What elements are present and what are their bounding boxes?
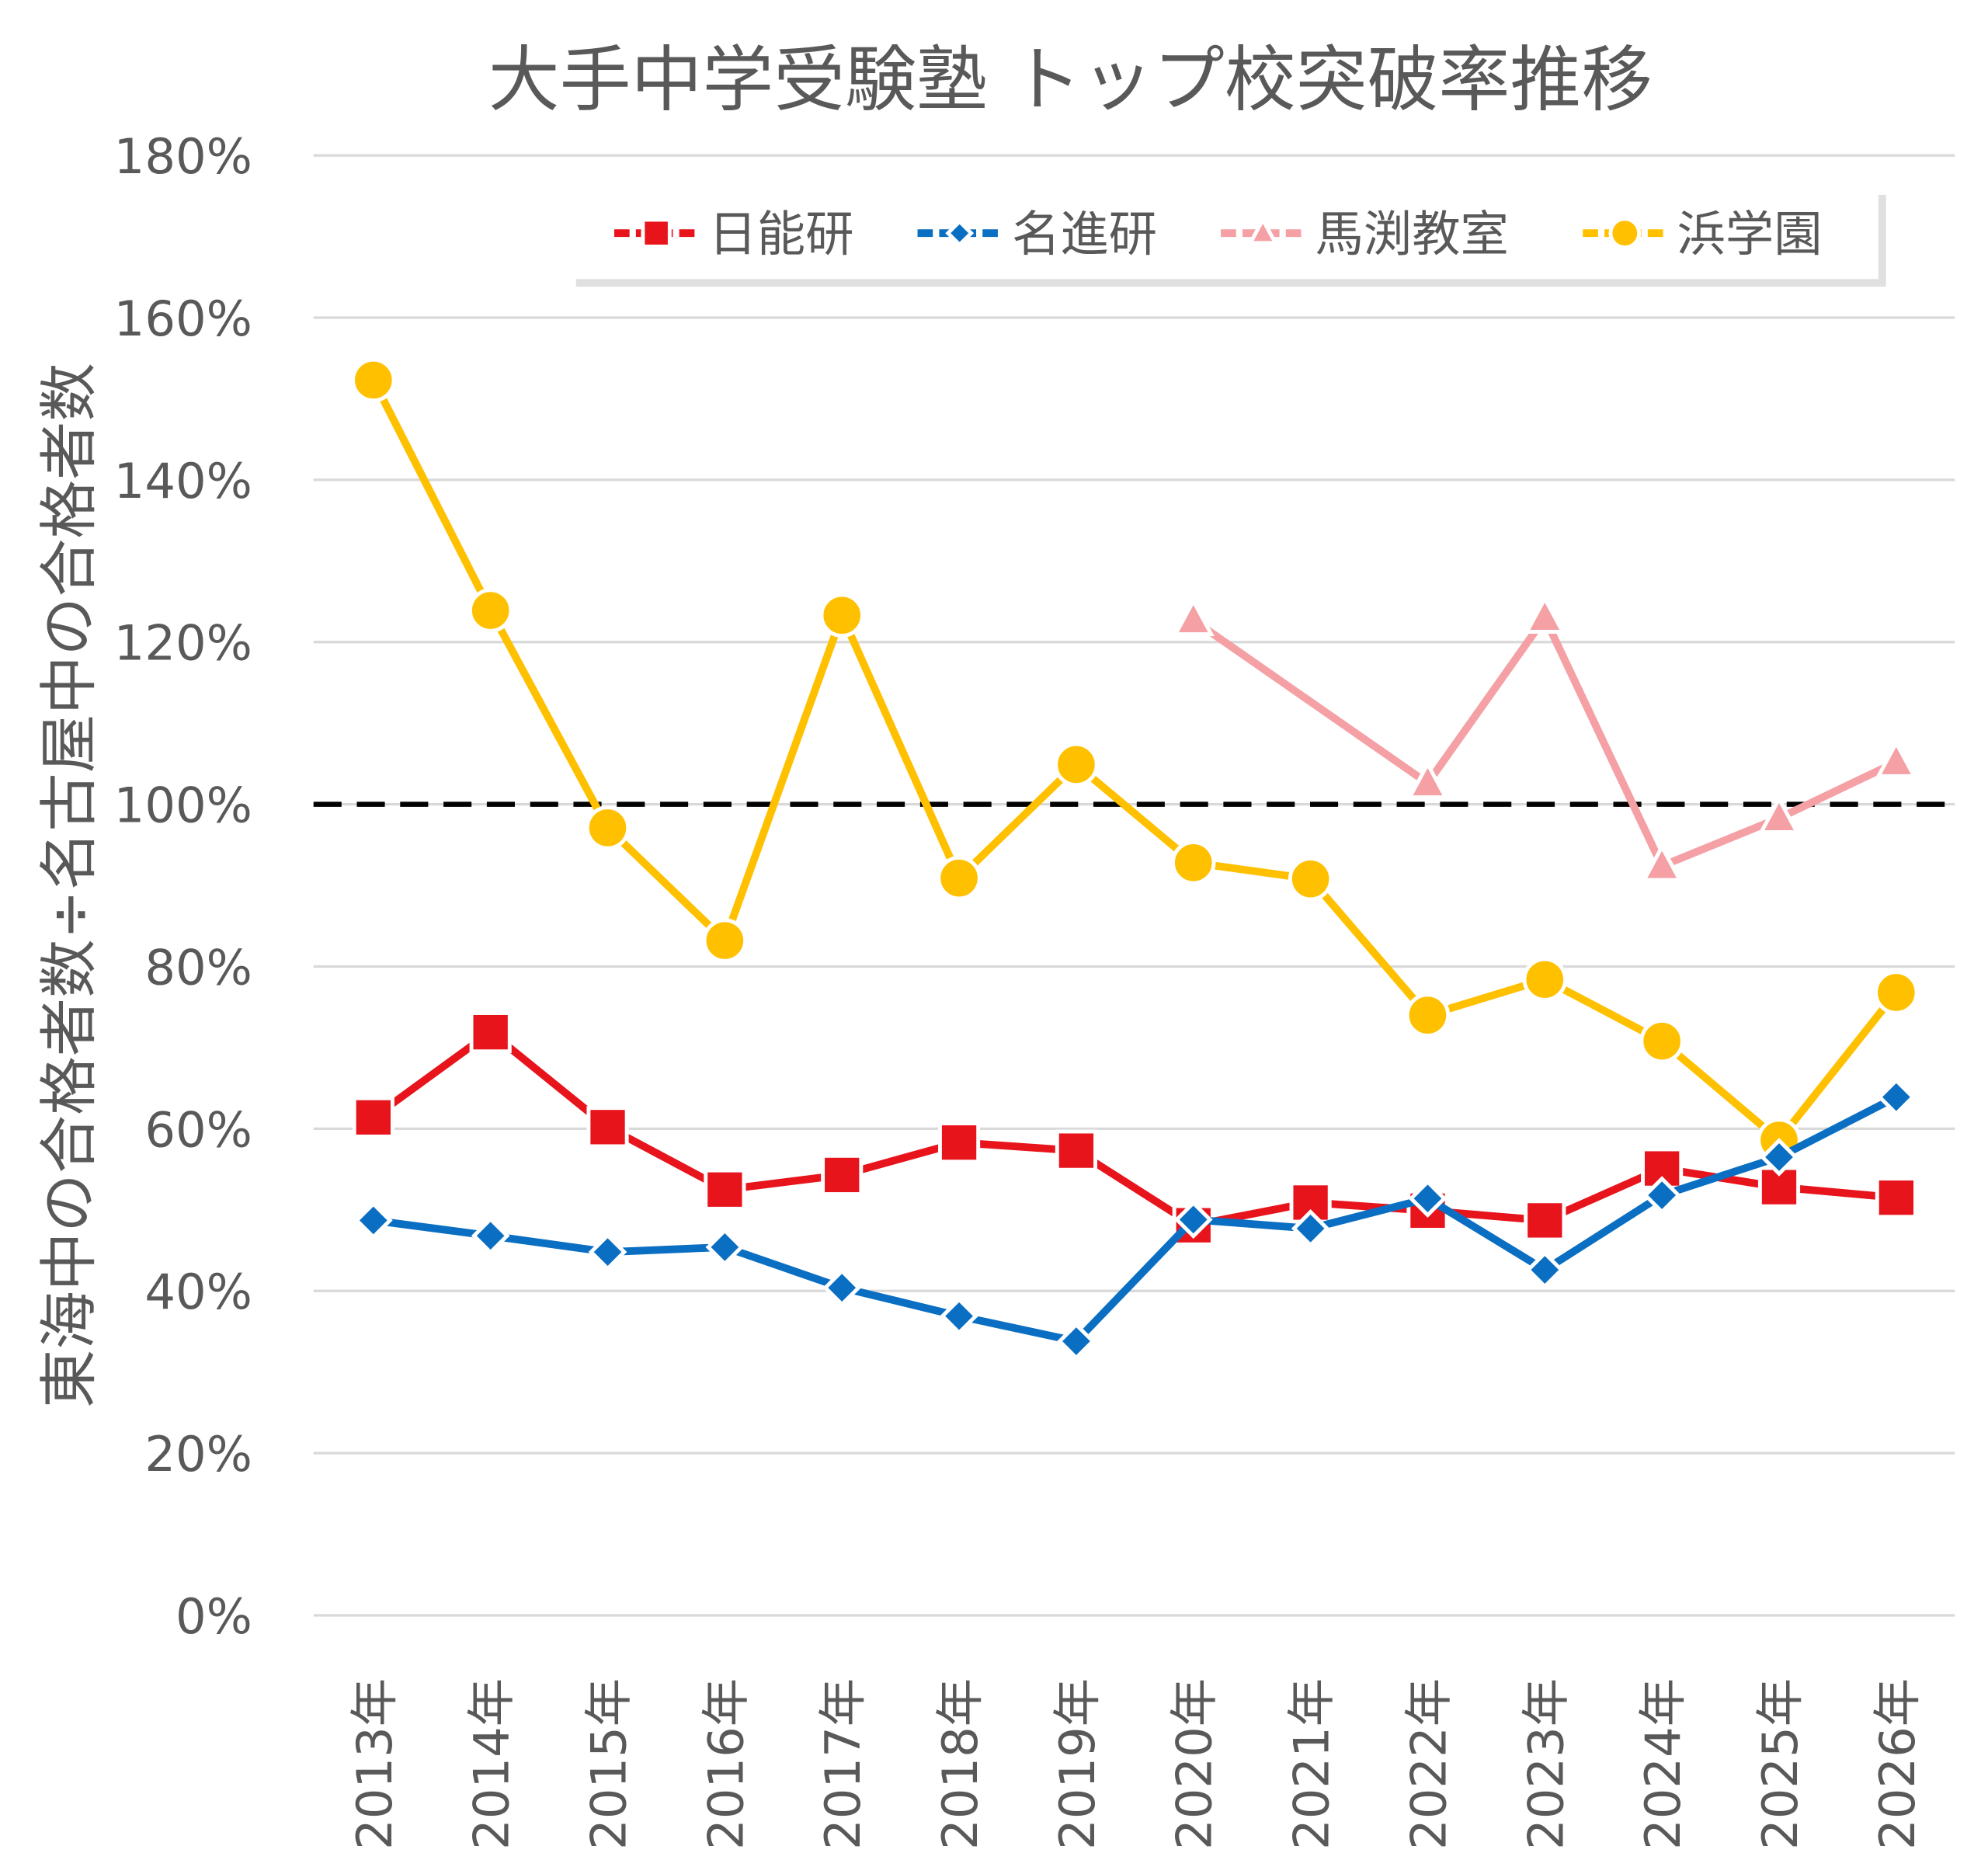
data-point-square [937,1121,981,1164]
chart-title: 大手中学受験塾 トップ校突破率推移 [488,39,1653,122]
y-tick-label: 120% [114,615,252,672]
data-point-circle [1405,993,1451,1038]
y-tick-label: 160% [114,290,252,347]
data-point-diamond [1877,1077,1916,1117]
data-point-diamond [471,1216,510,1256]
y-tick-label: 60% [144,1101,252,1158]
data-point-diamond [822,1268,862,1307]
series-名進研 [354,1077,1916,1361]
y-tick-label: 140% [114,453,252,509]
data-point-triangle [1757,794,1801,834]
data-point-diamond [1173,1200,1213,1239]
x-tick-label: 2023年 [1517,1678,1574,1850]
y-tick-label: 20% [144,1426,252,1483]
x-tick-label: 2014年 [464,1678,520,1850]
data-point-diamond [588,1232,627,1271]
x-tick-label: 2022年 [1400,1678,1457,1850]
data-point-triangle [1524,594,1566,634]
data-point-diamond [354,1201,393,1240]
data-point-diamond [1291,1209,1330,1248]
legend-label: 日能研 [708,206,853,262]
data-point-circle [585,805,631,850]
data-point-square [641,217,672,249]
x-tick-label: 2018年 [932,1678,989,1850]
data-point-circle [819,593,864,638]
x-tick-label: 2017年 [815,1678,871,1850]
x-tick-label: 2019年 [1049,1678,1106,1850]
x-tick-label: 2020年 [1166,1678,1223,1850]
y-tick-label: 180% [114,128,252,185]
data-point-diamond [945,218,975,248]
data-point-triangle [1406,760,1449,799]
y-tick-label: 100% [114,777,252,834]
x-tick-label: 2024年 [1635,1678,1691,1850]
data-point-triangle [1172,596,1215,637]
data-point-circle [1171,840,1216,885]
data-point-circle [351,357,396,403]
series-line [1190,614,1898,870]
data-point-diamond [1408,1179,1448,1219]
y-axis-label: 東海中の合格者数÷名古屋中の合格者数 [35,363,103,1408]
series-line [373,1093,1899,1345]
x-tick-label: 2015年 [580,1678,637,1850]
data-point-square [1524,1199,1566,1242]
data-point-circle [1288,857,1333,902]
data-point-circle [1522,957,1568,1002]
data-point-diamond [1057,1322,1096,1361]
y-tick-label: 0% [176,1588,252,1645]
x-tick-label: 2026年 [1869,1678,1926,1850]
data-point-square [352,1096,394,1139]
legend-label: 名進研 [1012,206,1157,262]
legend-label: 浜学園 [1677,206,1823,262]
data-point-circle [937,855,982,901]
series-浜学園 [351,357,1919,1163]
data-point-square [1875,1177,1917,1219]
data-point-circle [1608,217,1642,250]
data-point-diamond [1760,1138,1799,1177]
data-point-square [1055,1129,1097,1172]
data-point-diamond [940,1296,978,1336]
data-point-diamond [1525,1250,1565,1289]
x-tick-label: 2013年 [346,1678,403,1850]
data-point-square [704,1168,746,1211]
data-point-triangle [1247,215,1279,245]
y-tick-label: 40% [144,1264,252,1320]
data-point-square [586,1106,629,1149]
data-point-diamond [705,1228,745,1267]
x-tick-label: 2025年 [1752,1678,1809,1850]
x-tick-label: 2021年 [1284,1678,1340,1850]
data-point-circle [467,588,513,633]
legend-label: 馬渕教室 [1315,206,1509,262]
data-point-diamond [1642,1176,1681,1215]
legend: 日能研 名進研 馬渕教室 浜学園 [568,187,1886,287]
data-point-square [469,1011,512,1054]
data-point-circle [1054,742,1099,787]
data-point-circle [1874,970,1919,1015]
data-point-triangle [1641,843,1684,882]
data-point-circle [1639,1018,1684,1064]
data-point-triangle [1875,739,1917,778]
y-tick-label: 80% [144,940,252,996]
series-馬渕教室 [1172,594,1917,882]
data-point-square [821,1153,864,1197]
data-point-circle [702,918,748,963]
x-tick-label: 2016年 [697,1678,754,1850]
